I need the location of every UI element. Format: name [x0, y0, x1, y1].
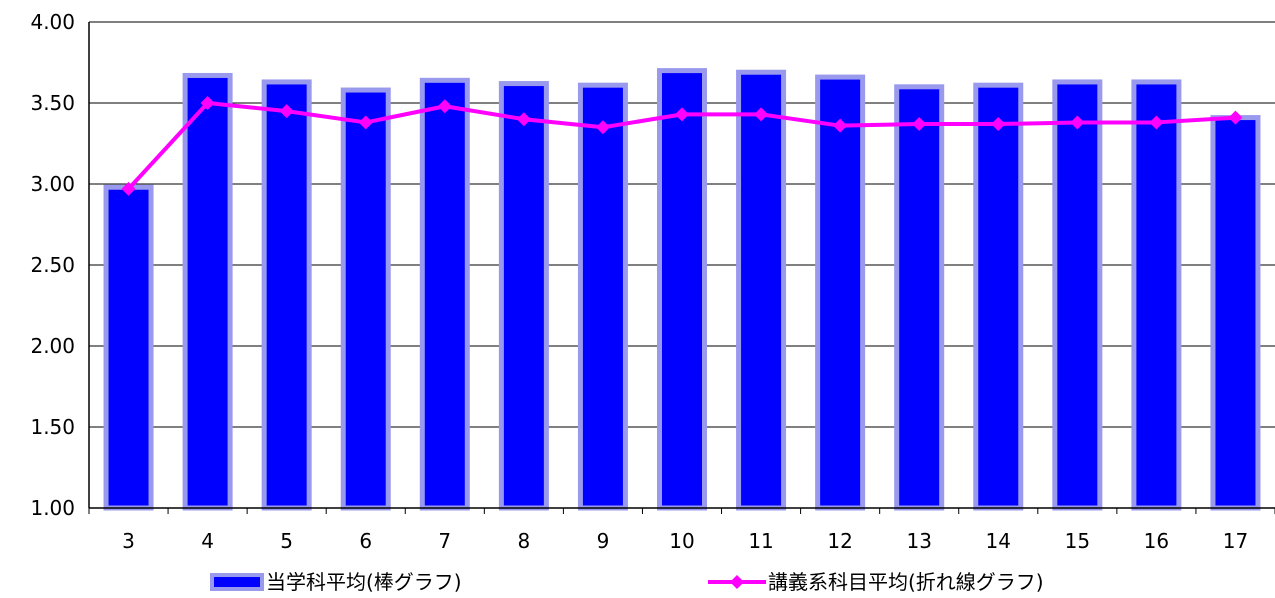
line-point [437, 99, 452, 114]
line-point [1070, 115, 1085, 130]
line-point [1149, 115, 1164, 130]
bar [736, 69, 787, 511]
line-series [121, 96, 1243, 196]
bar [103, 184, 154, 511]
bar [340, 87, 391, 511]
line-point [358, 115, 373, 130]
line-point [200, 96, 215, 110]
line-point [833, 118, 848, 133]
x-tick-label: 6 [359, 529, 372, 553]
y-tick-label: 2.00 [30, 334, 75, 358]
bar [1131, 79, 1182, 511]
bar [498, 81, 549, 511]
line-point [1228, 110, 1243, 125]
x-tick-label: 4 [201, 529, 214, 553]
bar [973, 82, 1024, 511]
x-tick-label: 10 [669, 529, 694, 553]
legend-line-marker [730, 575, 744, 589]
bar [657, 68, 707, 511]
x-tick-label: 7 [438, 529, 451, 553]
line-point [595, 120, 610, 135]
line-point [121, 181, 136, 196]
line-point [675, 107, 689, 122]
x-tick-label: 8 [517, 529, 530, 553]
x-tick-label: 9 [597, 529, 610, 553]
bar [577, 82, 628, 511]
x-tick-label: 16 [1144, 529, 1169, 553]
legend-bar-label: 当学科平均(棒グラフ) [266, 570, 462, 594]
axis-lines [88, 22, 1275, 514]
y-tick-label: 1.50 [30, 415, 75, 439]
y-tick-label: 3.00 [30, 172, 75, 196]
y-tick-label: 2.50 [30, 253, 75, 277]
legend: 当学科平均(棒グラフ) 講義系科目平均(折れ線グラフ) [210, 570, 1044, 594]
bar [261, 79, 312, 511]
x-tick-label: 11 [748, 529, 773, 553]
x-tick-label: 17 [1223, 529, 1248, 553]
bar [419, 77, 470, 511]
line-point [912, 117, 927, 132]
y-axis: 1.00 1.50 2.00 2.50 3.00 3.50 4.00 [30, 10, 75, 520]
x-tick-label: 5 [280, 529, 293, 553]
x-tick-label: 15 [1065, 529, 1090, 553]
legend-bar-swatch [210, 573, 264, 591]
line-point [516, 112, 531, 127]
x-tick-label: 3 [122, 529, 135, 553]
bar [1052, 79, 1103, 511]
bar [182, 72, 233, 511]
bar [1210, 115, 1261, 511]
bar [894, 84, 945, 511]
x-tick-label: 12 [827, 529, 852, 553]
y-tick-label: 3.50 [30, 91, 75, 115]
line-point [991, 117, 1006, 132]
legend-line-label: 講義系科目平均(折れ線グラフ) [768, 570, 1044, 594]
x-tick-label: 13 [906, 529, 931, 553]
bar [815, 74, 866, 511]
bar-series [103, 68, 1261, 511]
line-point [754, 107, 769, 122]
x-tick-label: 14 [986, 529, 1011, 553]
y-tick-label: 1.00 [30, 496, 75, 520]
line-point [279, 104, 294, 119]
y-tick-label: 4.00 [30, 10, 75, 34]
x-axis: 3 4 5 6 7 8 9 10 11 12 13 14 15 16 17 [122, 529, 1248, 553]
